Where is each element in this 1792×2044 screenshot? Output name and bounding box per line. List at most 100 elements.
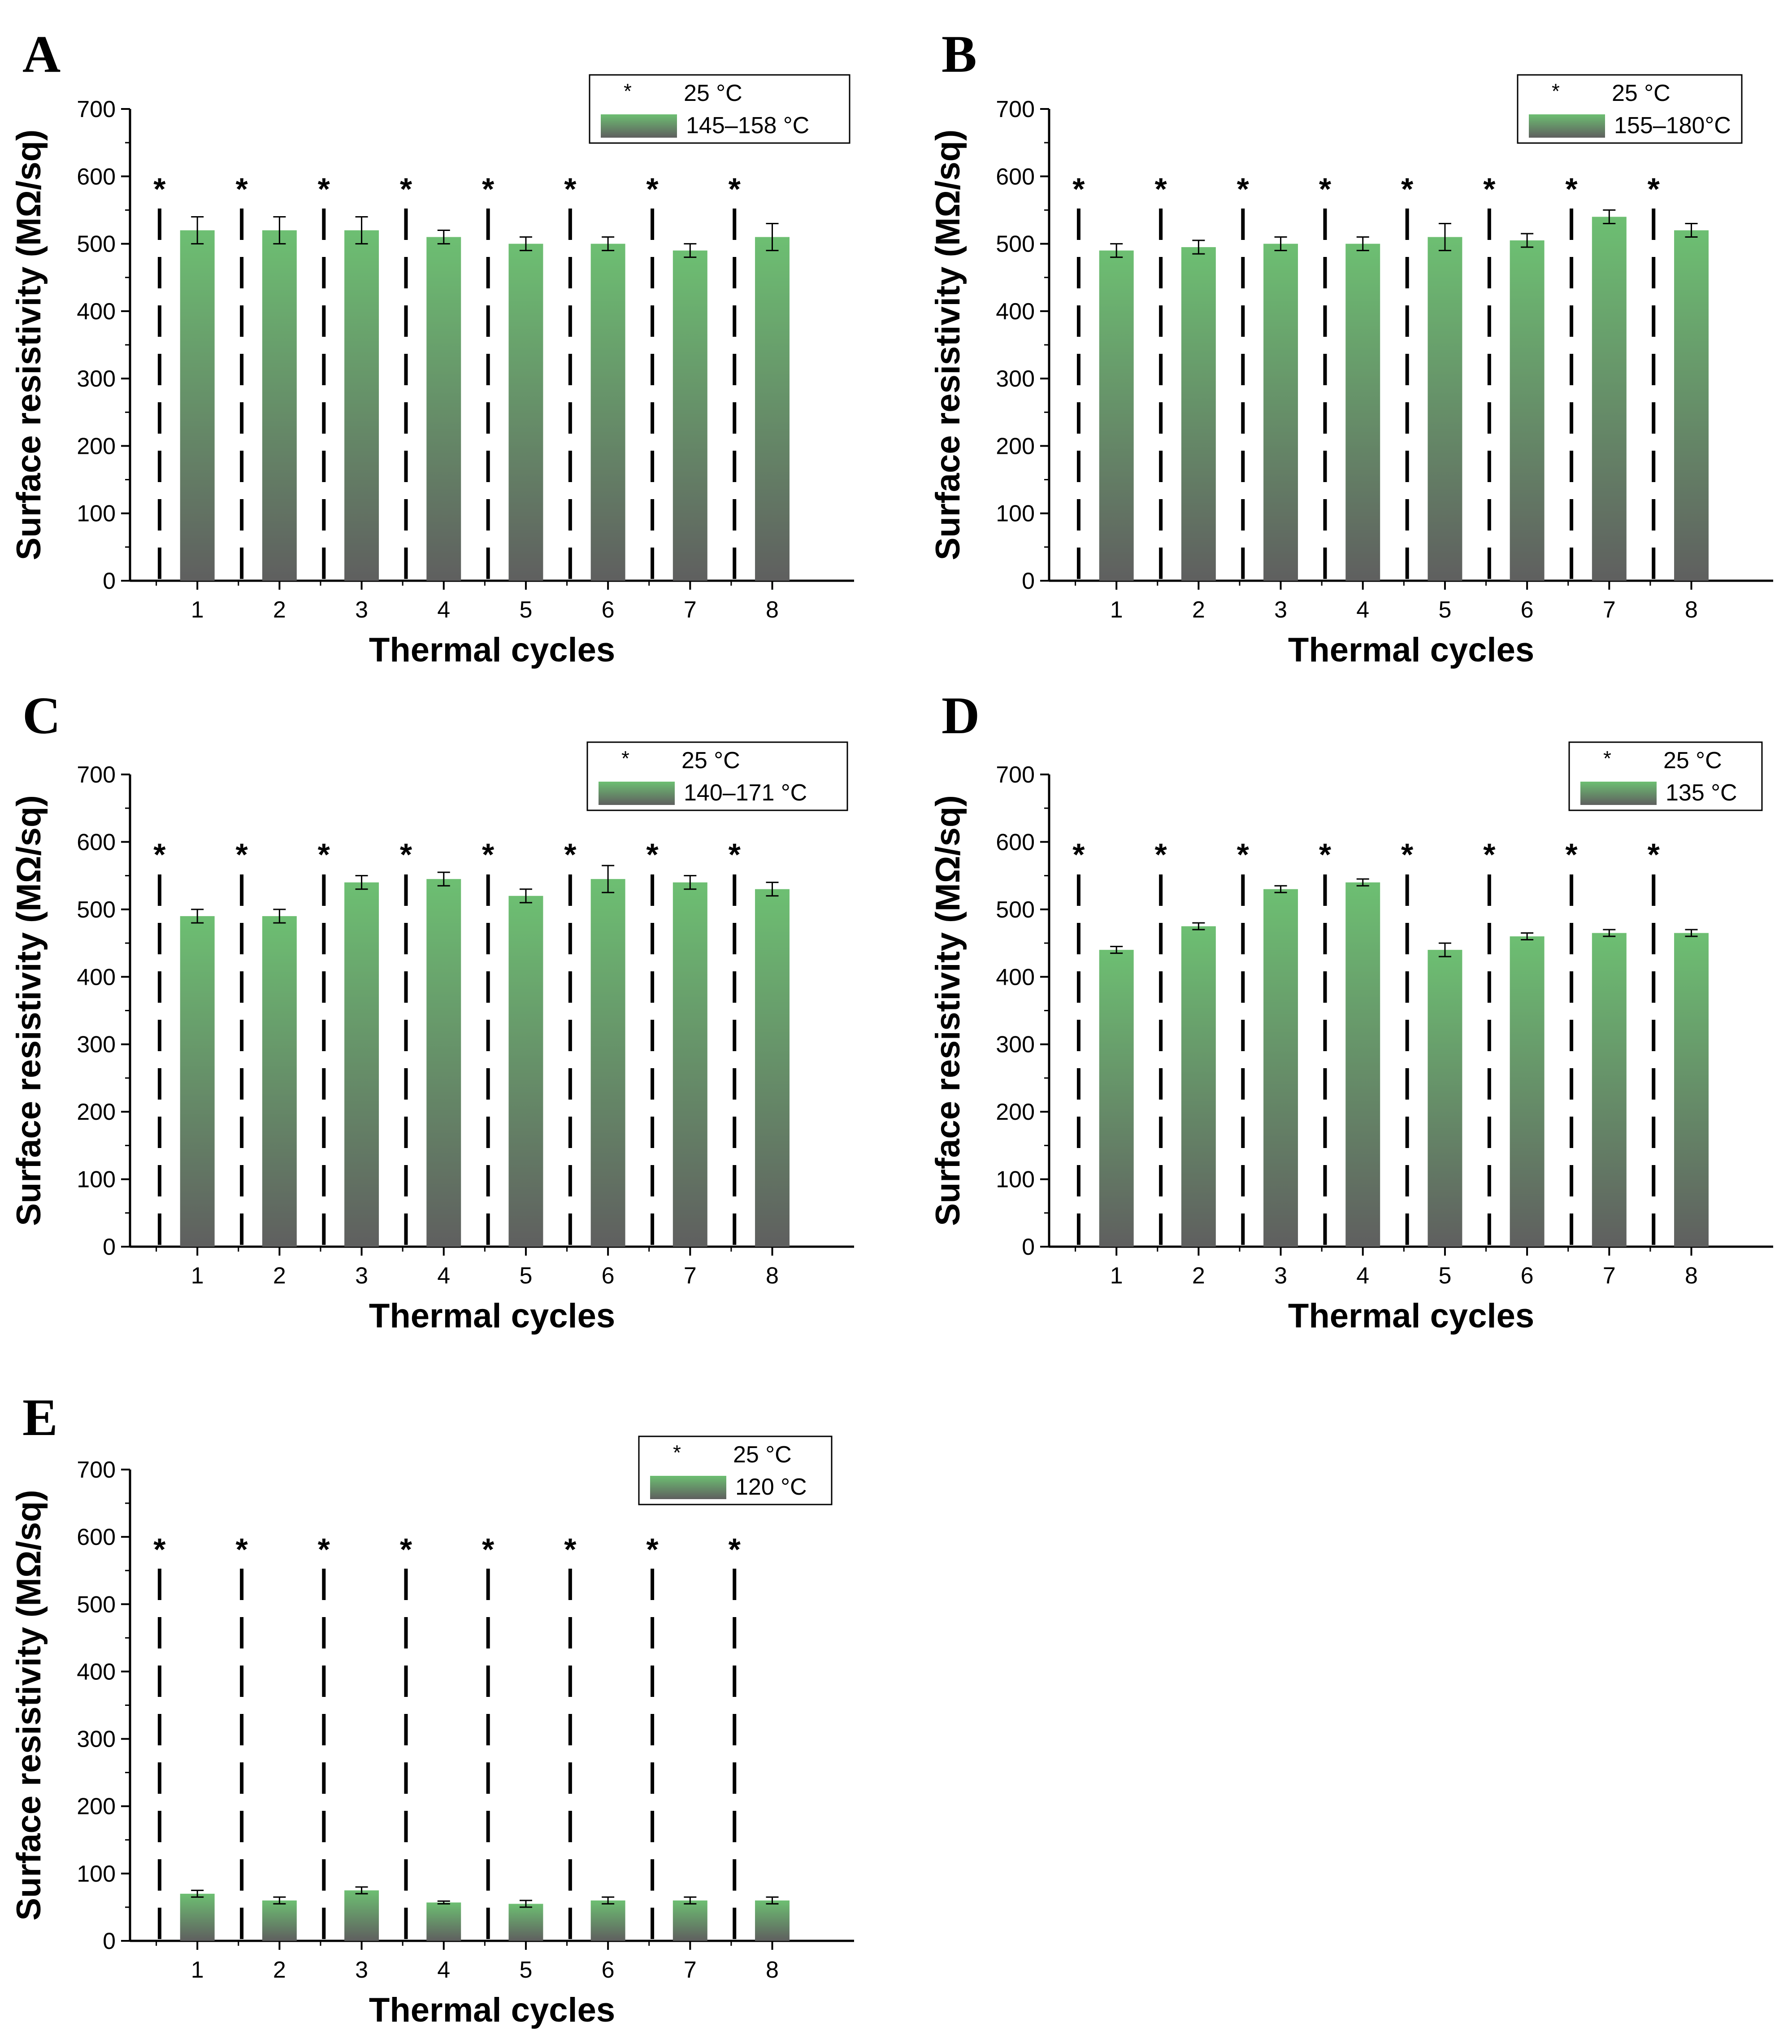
- y-tick-label: 200: [77, 1794, 116, 1820]
- y-tick-label: 0: [103, 1234, 116, 1260]
- panel-letter: D: [942, 686, 980, 745]
- y-tick-label: 0: [103, 568, 116, 594]
- y-tick-label: 600: [77, 829, 116, 855]
- bar: [508, 896, 543, 1247]
- significance-star: *: [564, 171, 577, 206]
- bar: [755, 889, 790, 1247]
- bar: [590, 879, 625, 1247]
- bar: [1345, 244, 1380, 581]
- x-tick-label: 6: [1521, 1263, 1534, 1289]
- y-tick-label: 500: [77, 1592, 116, 1618]
- y-tick-label: 700: [996, 96, 1035, 122]
- legend-label-bar: 145–158 °C: [686, 113, 809, 139]
- bar: [1099, 250, 1134, 581]
- panel-letter: E: [22, 1388, 58, 1447]
- significance-star: *: [235, 1532, 248, 1567]
- bar: [508, 1904, 543, 1941]
- significance-star: *: [482, 837, 495, 872]
- y-tick-label: 100: [996, 501, 1035, 527]
- x-tick-label: 6: [602, 1263, 615, 1289]
- bar: [1428, 950, 1462, 1247]
- x-tick-label: 8: [766, 597, 779, 623]
- y-tick-label: 0: [103, 1928, 116, 1954]
- x-tick-label: 4: [1356, 1263, 1369, 1289]
- x-tick-label: 5: [519, 1263, 532, 1289]
- bar: [262, 916, 297, 1247]
- y-tick-label: 600: [996, 829, 1035, 855]
- significance-star: *: [1319, 837, 1332, 872]
- bar: [755, 237, 790, 581]
- legend-label-25c: 25 °C: [1612, 80, 1671, 106]
- x-tick-label: 3: [355, 597, 368, 623]
- x-tick-label: 4: [437, 1957, 450, 1983]
- x-tick-label: 5: [519, 1957, 532, 1983]
- significance-star: *: [1483, 171, 1496, 206]
- y-tick-label: 300: [77, 1727, 116, 1753]
- legend-swatch-bar: [1529, 114, 1605, 138]
- legend: * 25 °C 135 °C: [1568, 741, 1763, 811]
- significance-star: *: [400, 171, 412, 206]
- bar: [344, 882, 379, 1247]
- bar: [180, 230, 215, 581]
- legend-marker-25c: *: [624, 79, 632, 103]
- bar: [1428, 237, 1462, 581]
- y-tick-label: 700: [77, 762, 116, 788]
- x-tick-label: 5: [1438, 1263, 1451, 1289]
- significance-star: *: [1401, 837, 1414, 872]
- y-tick-label: 500: [77, 231, 116, 257]
- x-tick-label: 5: [1438, 597, 1451, 623]
- y-tick-label: 500: [996, 897, 1035, 923]
- bar: [262, 230, 297, 581]
- bar: [426, 879, 461, 1247]
- chart-panel-e: E 0 100 200 300 400 500 600 700 1 2 3 4 5 6 7 8 Thermal c…: [10, 1388, 854, 2029]
- x-tick-label: 3: [355, 1263, 368, 1289]
- legend: * 25 °C 120 °C: [638, 1435, 833, 1505]
- legend: * 25 °C 140–171 °C: [586, 741, 848, 811]
- bar: [1510, 240, 1545, 581]
- legend-marker-25c: *: [1603, 747, 1611, 770]
- y-tick-label: 700: [996, 762, 1035, 788]
- x-tick-label: 8: [1685, 597, 1698, 623]
- significance-star: *: [729, 171, 741, 206]
- x-tick-label: 8: [1685, 1263, 1698, 1289]
- significance-star: *: [1401, 171, 1414, 206]
- significance-star: *: [646, 1532, 659, 1567]
- y-tick-label: 600: [77, 164, 116, 190]
- bar: [262, 1900, 297, 1941]
- bar: [1510, 936, 1545, 1247]
- x-tick-label: 7: [684, 1263, 697, 1289]
- chart-panel-b: B 0 100 200 300 400 500 600 700 1 2 3 4 5 6 7 8 Thermal c…: [929, 25, 1773, 669]
- x-tick-label: 3: [355, 1957, 368, 1983]
- legend-swatch-bar: [1580, 782, 1657, 805]
- bar: [590, 244, 625, 581]
- x-tick-label: 1: [191, 597, 204, 623]
- bar: [1674, 230, 1709, 581]
- bar: [180, 1893, 215, 1941]
- bar: [508, 244, 543, 581]
- significance-star: *: [482, 171, 495, 206]
- significance-star: *: [1483, 837, 1496, 872]
- y-tick-label: 200: [996, 433, 1035, 459]
- x-tick-label: 2: [1192, 597, 1205, 623]
- significance-star: *: [1237, 171, 1250, 206]
- y-tick-label: 400: [996, 964, 1035, 990]
- legend-label-25c: 25 °C: [1663, 748, 1722, 774]
- significance-star: *: [153, 171, 166, 206]
- x-tick-label: 1: [1110, 597, 1123, 623]
- x-tick-label: 7: [1603, 597, 1616, 623]
- bar: [1345, 882, 1380, 1247]
- significance-star: *: [153, 837, 166, 872]
- significance-star: *: [564, 1532, 577, 1567]
- bar: [1592, 217, 1627, 581]
- x-tick-label: 6: [1521, 597, 1534, 623]
- legend-label-bar: 155–180°C: [1614, 113, 1731, 139]
- legend-marker-25c: *: [1552, 79, 1560, 103]
- x-axis-title: Thermal cycles: [369, 1297, 615, 1335]
- x-tick-label: 6: [602, 1957, 615, 1983]
- y-tick-label: 400: [77, 1659, 116, 1685]
- bar: [673, 250, 707, 581]
- bar: [426, 237, 461, 581]
- panel-letter: C: [22, 686, 61, 745]
- y-tick-label: 500: [996, 231, 1035, 257]
- x-tick-label: 8: [766, 1957, 779, 1983]
